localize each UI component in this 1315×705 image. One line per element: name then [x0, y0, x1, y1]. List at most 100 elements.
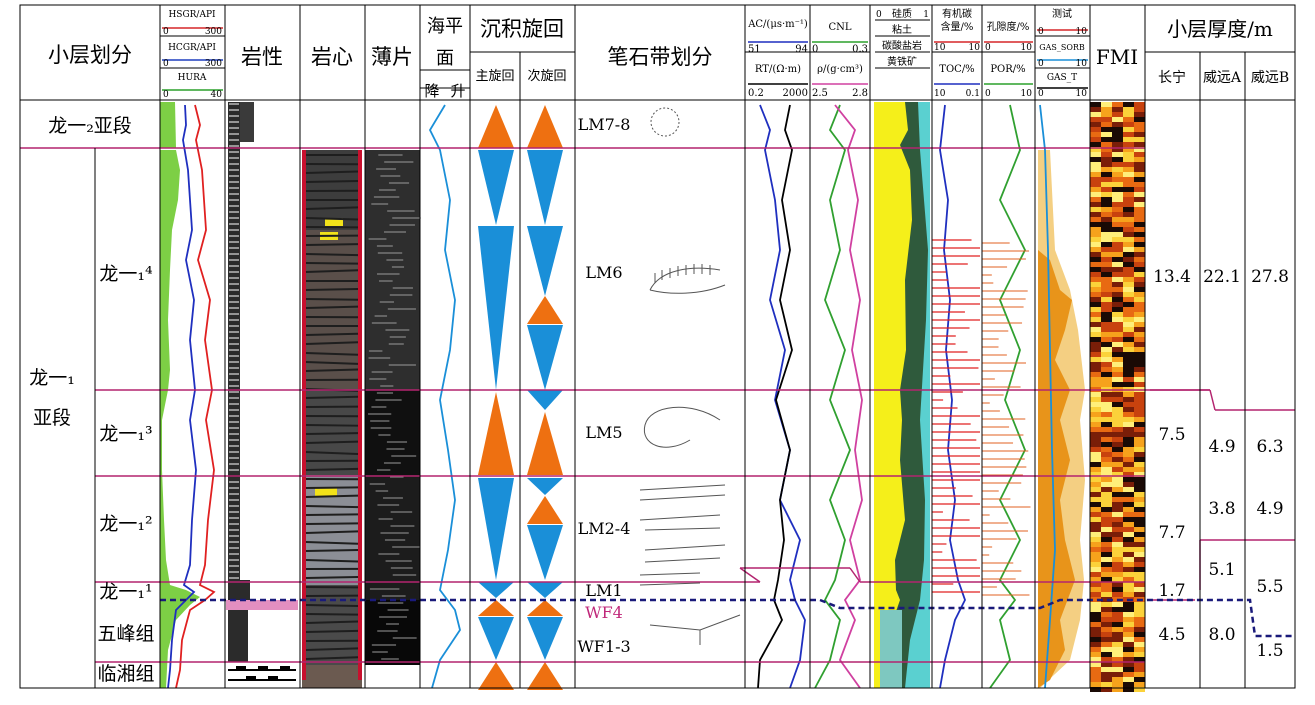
sub-cycle-down-7	[527, 582, 563, 598]
gas-min-3: 0	[1038, 89, 1044, 99]
thk-l3-weiyuan-a: 4.9	[1208, 437, 1235, 457]
zone-lm6: LM6	[585, 263, 622, 282]
rt-label: RT/(Ω·m)	[755, 64, 801, 75]
thickness-header: 小层厚度/m	[1167, 17, 1273, 41]
layer-long11-1: 龙一₁¹	[99, 581, 152, 603]
sea-level-fall: 降	[424, 82, 439, 100]
sub-cycle-down-3	[527, 325, 563, 390]
por-min-1: 0	[985, 43, 991, 53]
gas-sorb-curve	[1039, 104, 1056, 689]
layer-long11-sub: 亚段	[33, 407, 71, 429]
graptolite-lm24-sketch	[639, 484, 726, 586]
sedimentary-cycles	[478, 105, 563, 690]
gas-sorb-label: GAS_SORB	[1039, 43, 1085, 52]
sea-level-rise: 升	[450, 82, 465, 100]
sea-level-header-1: 海平	[427, 16, 463, 37]
por-label-2: POR/%	[990, 64, 1025, 75]
layer-division-header: 小层划分	[48, 43, 132, 67]
grid-lines	[19, 4, 1296, 689]
thk-wf-weiyuan-a: 8.0	[1208, 625, 1235, 645]
den-min: 2.5	[812, 88, 828, 99]
main-cycle-up-1	[478, 105, 514, 148]
thin-section-header: 薄片	[371, 45, 413, 69]
hura-min: 0	[163, 90, 169, 100]
layer-boundaries	[20, 147, 1295, 663]
zone-lm78: LM7-8	[578, 115, 631, 134]
layer-long11-2: 龙一₁²	[99, 513, 152, 535]
sub-cycle-down-8	[527, 617, 563, 660]
sub-cycle-down-2	[527, 226, 563, 296]
hcgr-min: 0	[163, 59, 169, 69]
layer-linxiang: 临湘组	[97, 663, 154, 685]
thickness-col-weiyuan-a: 威远A	[1203, 70, 1242, 86]
sub-cycle-down-4	[527, 390, 563, 410]
den-label: ρ/(g·cm³)	[817, 64, 863, 75]
lithology-header: 岩性	[241, 45, 283, 69]
por-max-1: 10	[1021, 43, 1033, 53]
hsgr-min: 0	[163, 27, 169, 37]
mineral-track	[874, 102, 930, 688]
header-texts: 小层划分 HSGR/API 0 300 HCGR/API 0 300 HURA …	[48, 7, 1289, 100]
toc-label-3: TOC/%	[939, 64, 974, 75]
carbonate-cyan-fill	[905, 102, 930, 688]
thk-l4-weiyuan-b: 27.8	[1251, 267, 1289, 287]
sub-cycle-up-1	[527, 105, 563, 148]
hsgr-label: HSGR/API	[168, 10, 216, 20]
por-min-2: 0	[985, 89, 991, 99]
sub-cycle-up-3	[527, 412, 563, 475]
cnl-curve	[814, 104, 851, 689]
thk-l3-weiyuan-b: 6.3	[1256, 437, 1283, 457]
main-cycle-up-4	[478, 662, 514, 690]
zone-wf13: WF1-3	[577, 637, 630, 656]
sub-cycle-up-4	[527, 496, 563, 524]
toc-bars	[932, 239, 1031, 596]
toc-max-2: 0.1	[966, 89, 980, 99]
thk-l4-changning: 13.4	[1153, 267, 1191, 287]
por-curve	[989, 104, 1027, 689]
ac-label: AC/(μs·m⁻¹)	[747, 19, 808, 30]
thk-l2-weiyuan-a: 3.8	[1208, 499, 1235, 519]
thk-wf-changning: 4.5	[1158, 625, 1185, 645]
mineral-carbonate: 碳酸盐岩	[882, 39, 922, 52]
ac-min: 51	[748, 44, 761, 55]
layer-long11-main: 龙一₁	[29, 367, 75, 389]
thk-l4-weiyuan-a: 22.1	[1203, 267, 1241, 287]
zone-lm5: LM5	[585, 423, 622, 442]
sea-level-header-2: 面	[436, 48, 454, 69]
gr-track-fill	[160, 102, 222, 688]
main-cycle-down-3	[478, 478, 514, 580]
sub-cycle-up-2	[527, 296, 563, 324]
wf-boundary-dashed	[160, 598, 1295, 638]
main-cycle-header: 主旋回	[475, 69, 514, 84]
graptolite-lm78-sketch	[650, 107, 680, 137]
cnl-label: CNL	[828, 22, 851, 33]
zone-lm24: LM2-4	[578, 519, 631, 538]
thk-l2-weiyuan-b: 4.9	[1256, 499, 1283, 519]
hura-label: HURA	[178, 73, 207, 83]
layer-long11-3: 龙一₁³	[99, 423, 152, 445]
layer-wufeng: 五峰组	[97, 623, 154, 645]
scale-bar-lines	[162, 27, 1088, 91]
den-max: 2.8	[852, 88, 868, 99]
mineral-pyrite: 黄铁矿	[887, 55, 917, 68]
graptolite-sketches	[639, 107, 741, 645]
zone-wf4: WF4	[585, 603, 623, 622]
main-cycle-down-2	[478, 226, 514, 390]
den-curve	[834, 104, 863, 689]
main-cycle-up-3	[478, 600, 514, 616]
sub-cycle-down-6	[527, 525, 563, 580]
layer-labels: 龙一₂亚段 龙一₁ 亚段 龙一₁⁴ 龙一₁³ 龙一₁² 龙一₁¹ 五峰组 临湘组	[29, 115, 154, 685]
hsgr-curve	[175, 104, 216, 689]
mineral-silica: 硅质	[892, 7, 912, 20]
core-header: 岩心	[311, 45, 353, 69]
thk-l2-changning: 7.7	[1158, 523, 1185, 543]
toc-label-1: 有机碳	[942, 7, 972, 20]
clay-dark-fill	[880, 102, 930, 688]
fmi-image	[1090, 102, 1145, 692]
hcgr-max: 300	[205, 59, 222, 69]
log-curves	[167, 104, 1056, 689]
core-photo-column	[302, 150, 362, 688]
mineral-min: 0	[876, 10, 882, 20]
toc-min-1: 10	[934, 43, 946, 53]
